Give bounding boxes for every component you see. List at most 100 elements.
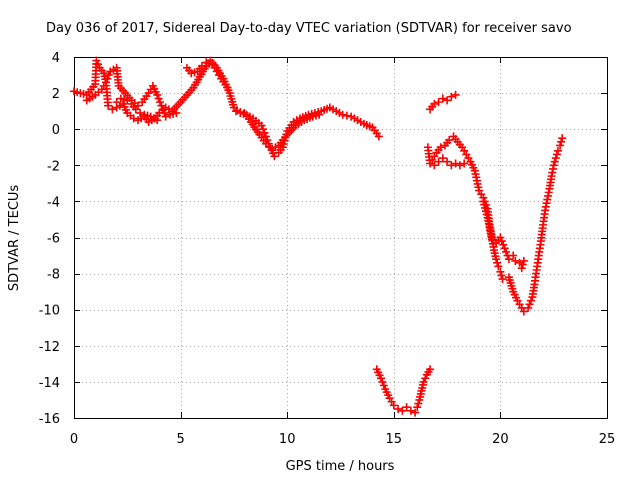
data-point bbox=[270, 152, 279, 161]
data-point bbox=[498, 275, 507, 284]
data-point bbox=[197, 62, 206, 71]
data-point bbox=[123, 96, 132, 105]
data-point bbox=[445, 136, 454, 145]
data-point bbox=[487, 235, 496, 244]
data-point bbox=[414, 399, 423, 408]
data-point bbox=[136, 108, 145, 117]
data-point bbox=[377, 374, 386, 383]
data-point bbox=[426, 365, 435, 374]
data-point bbox=[553, 146, 562, 155]
data-point bbox=[93, 60, 102, 69]
y-tick-label: -10 bbox=[39, 304, 60, 319]
data-point bbox=[499, 240, 508, 249]
series-sat-d bbox=[182, 58, 232, 92]
data-point bbox=[434, 157, 443, 166]
data-point bbox=[492, 255, 501, 264]
data-point bbox=[92, 56, 101, 65]
data-point bbox=[430, 99, 439, 108]
data-point bbox=[236, 108, 245, 117]
data-point bbox=[552, 150, 561, 159]
data-point bbox=[504, 255, 513, 264]
y-tick-label: -2 bbox=[47, 159, 60, 174]
data-point bbox=[406, 406, 415, 415]
y-tick-label: -14 bbox=[39, 376, 60, 391]
series-sat-g bbox=[423, 132, 507, 284]
data-point bbox=[447, 92, 456, 101]
data-point bbox=[154, 94, 163, 103]
data-point bbox=[434, 98, 443, 107]
data-point bbox=[496, 267, 505, 276]
data-point bbox=[518, 260, 527, 269]
y-tick-label: -12 bbox=[39, 340, 60, 355]
data-point bbox=[172, 108, 181, 117]
data-point bbox=[261, 132, 270, 141]
y-tick-label: 2 bbox=[52, 87, 60, 102]
data-point bbox=[232, 107, 241, 116]
data-point bbox=[497, 237, 506, 246]
data-point bbox=[379, 381, 388, 390]
data-point bbox=[411, 408, 420, 417]
y-tick-label: -16 bbox=[39, 412, 60, 427]
data-point bbox=[338, 110, 347, 119]
data-point bbox=[378, 377, 387, 386]
x-tick-label: 5 bbox=[176, 432, 184, 447]
data-point bbox=[494, 262, 503, 271]
data-point bbox=[493, 258, 502, 267]
data-point bbox=[153, 116, 162, 125]
data-point bbox=[421, 374, 430, 383]
y-tick-label: 4 bbox=[52, 51, 60, 66]
data-point bbox=[161, 112, 170, 121]
data-point bbox=[517, 264, 526, 273]
series-sat-c bbox=[112, 94, 162, 125]
y-tick-label: 0 bbox=[52, 123, 60, 138]
data-point bbox=[389, 401, 398, 410]
data-point bbox=[556, 141, 565, 150]
data-point bbox=[460, 159, 469, 168]
data-point bbox=[374, 132, 383, 141]
data-point bbox=[257, 121, 266, 130]
data-point bbox=[451, 90, 460, 99]
data-point bbox=[153, 90, 162, 99]
data-point bbox=[511, 256, 520, 265]
data-point bbox=[398, 406, 407, 415]
y-axis-label: SDTVAR / TECUs bbox=[7, 185, 22, 292]
data-point bbox=[549, 161, 558, 170]
data-point bbox=[342, 111, 351, 120]
data-point bbox=[509, 251, 518, 260]
data-point bbox=[438, 154, 447, 163]
grid-layer bbox=[74, 57, 607, 418]
data-point bbox=[451, 159, 460, 168]
y-tick-label: -4 bbox=[47, 195, 60, 210]
data-point bbox=[519, 256, 528, 265]
data-point bbox=[108, 105, 117, 114]
data-point bbox=[223, 83, 232, 92]
series-sat-i bbox=[426, 90, 460, 114]
data-point bbox=[419, 377, 428, 386]
data-point bbox=[502, 247, 511, 256]
data-point bbox=[112, 98, 121, 107]
series-sat-h bbox=[430, 154, 469, 170]
series-sat-k bbox=[504, 134, 567, 316]
data-point bbox=[158, 105, 167, 114]
data-point bbox=[447, 161, 456, 170]
points-layer bbox=[70, 56, 567, 417]
data-point bbox=[155, 98, 164, 107]
data-point bbox=[496, 233, 505, 242]
data-point bbox=[525, 300, 534, 309]
data-point bbox=[402, 403, 411, 412]
x-tick-label: 15 bbox=[386, 432, 403, 447]
data-point bbox=[436, 143, 445, 152]
data-point bbox=[443, 157, 452, 166]
series-sat-e bbox=[232, 107, 324, 154]
y-tick-label: -8 bbox=[47, 268, 60, 283]
data-point bbox=[557, 137, 566, 146]
data-point bbox=[315, 110, 324, 119]
x-tick-label: 25 bbox=[599, 432, 616, 447]
data-point bbox=[550, 157, 559, 166]
data-point bbox=[497, 271, 506, 280]
x-tick-label: 20 bbox=[492, 432, 509, 447]
y-tick-label: -6 bbox=[47, 232, 60, 247]
series-sat-b bbox=[82, 63, 181, 121]
